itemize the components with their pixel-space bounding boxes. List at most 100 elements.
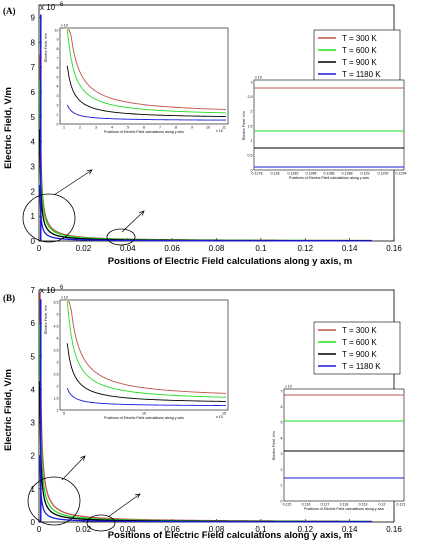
inset-left-x-tick: 1	[63, 126, 65, 130]
inset-right-y-tick: 2	[281, 468, 283, 472]
inset-left-series	[66, 301, 227, 398]
legend-entry: T = 300 K	[342, 34, 377, 43]
inset-right-y-tick: 1	[281, 484, 283, 488]
inset-left-y-tick: 2	[57, 384, 59, 388]
inset-left-y-tick: 4.5	[54, 324, 59, 328]
inset-left-x-scale: x 10	[216, 129, 223, 133]
inset-right-y-tick: 6	[281, 405, 283, 409]
inset-left-series	[66, 104, 226, 121]
x-tick-label: 0	[37, 244, 42, 253]
zoom-oval	[106, 228, 136, 246]
inset-left-y-tick: 5.5	[54, 300, 59, 304]
inset-right-x-tick: 0.1288	[342, 172, 353, 176]
x-axis-label: Positions of Electric Field calculations…	[108, 530, 352, 541]
inset-left-y-tick: 0	[57, 122, 59, 126]
inset-right-y-tick: 2.5	[248, 95, 253, 99]
y-tick-label: 6	[31, 88, 36, 97]
inset-left-y-tick: 3	[57, 360, 59, 364]
y-tick-label: 5	[31, 352, 36, 361]
inset-right-y-scale: x 10	[285, 385, 292, 389]
inset-left-series	[67, 29, 227, 110]
inset-left-x-tick: 5	[63, 412, 65, 416]
inset-left-x-tick: 6	[143, 126, 145, 130]
zoom-arrow	[107, 493, 141, 518]
y-tick-label: 4	[31, 385, 36, 394]
inset-right-y-tick: 0	[281, 499, 283, 503]
inset-left-x-tick: 9	[191, 126, 193, 130]
legend-entry: T = 1180 K	[342, 362, 381, 371]
inset-left-x-tick: 11	[222, 126, 226, 130]
y-tick-label: 2	[31, 187, 36, 196]
inset-right-y-tick: 2	[251, 110, 253, 114]
inset-right-x-tick: 0.119	[359, 503, 368, 507]
inset-right-y-label: Electric Field, V/m	[242, 111, 246, 140]
inset-right-x-label: Positions of Electric Field calculations…	[289, 176, 369, 180]
inset-left-y-label: Electric Field, V/m	[44, 33, 48, 62]
legend-entry: T = 600 K	[342, 338, 377, 347]
x-tick-label: 0.16	[386, 525, 402, 534]
inset-left-y-scale: x 10	[61, 24, 68, 28]
y-scale-exponent: 6	[60, 285, 64, 291]
zoom-arrow-head	[139, 210, 145, 216]
x-tick-label: 0.16	[386, 244, 402, 253]
inset-left-y-tick: 4	[57, 336, 59, 340]
inset-left-y-label: Electric Field, V/m	[44, 305, 48, 334]
inset-right	[283, 388, 405, 502]
inset-left-y-tick: 8	[57, 47, 59, 51]
x-tick-label: 0.1	[255, 525, 267, 534]
chart-panel-0: (A)0 0.02 0.04 0.06 0.08 0.1 0.12 0.14 0.1601234…	[3, 2, 407, 267]
x-tick-label: 0.06	[164, 244, 180, 253]
inset-right-x-tick: 0.1292	[378, 172, 389, 176]
y-tick-label: 9	[31, 13, 36, 22]
inset-left-y-tick: 3	[57, 94, 59, 98]
y-tick-label: 7	[31, 286, 36, 295]
inset-left-x-tick: 7	[159, 126, 161, 130]
inset-left-x-tick: 15	[222, 412, 226, 416]
x-axis-label: Positions of Electric Field calculations…	[108, 256, 352, 267]
inset-right-y-tick: 5	[281, 421, 283, 425]
inset-left-y-tick: 1.5	[54, 396, 59, 400]
legend-entry: T = 600 K	[342, 46, 377, 55]
x-tick-label: 0.1	[255, 244, 267, 253]
y-axis-label: Electric Field, V/m	[3, 87, 14, 169]
x-tick-label: 0.02	[76, 244, 92, 253]
inset-left-x-tick: 5	[127, 126, 129, 130]
inset-right-x-tick: 0.116	[302, 503, 311, 507]
zoom-arrow	[61, 455, 86, 481]
zoom-oval	[22, 193, 76, 243]
zoom-arrow-head	[80, 455, 86, 461]
inset-left-y-tick: 10	[55, 28, 59, 32]
inset-right-x-tick: 0.121	[397, 503, 406, 507]
y-tick-label: 0	[31, 518, 36, 527]
y-tick-label: 4	[31, 138, 36, 147]
inset-left-y-tick: 3.5	[54, 348, 59, 352]
inset-left-y-tick: 9	[57, 38, 59, 42]
y-tick-label: 6	[31, 319, 36, 328]
inset-left-series	[66, 65, 227, 117]
zoom-arrow	[121, 210, 145, 233]
x-tick-label: 0.04	[120, 525, 136, 534]
inset-right-y-tick: 4	[281, 436, 283, 440]
zoom-arrow	[53, 169, 93, 196]
zoom-arrow-head	[135, 493, 141, 499]
y-scale-exponent: 6	[60, 2, 64, 8]
inset-left-x-tick: 10	[206, 126, 210, 130]
x-tick-label: 0.14	[342, 244, 358, 253]
inset-left-x-tick: 3	[95, 126, 97, 130]
y-scale-label: x 10	[40, 3, 56, 12]
y-tick-label: 3	[31, 419, 36, 428]
inset-right-y-tick: 0	[251, 168, 253, 172]
inset-right-y-label: Electric Field, V/m	[272, 431, 276, 460]
inset-left	[59, 27, 229, 125]
inset-left-y-tick: 7	[57, 57, 59, 61]
inset-left-x-label: Positions of Electric Field calculations…	[104, 416, 184, 420]
inset-right-x-tick: 0.1284	[306, 172, 317, 176]
y-tick-label: 3	[31, 162, 36, 171]
zoom-oval	[86, 514, 116, 532]
inset-left-y-tick: 4	[57, 85, 59, 89]
x-tick-label: 0.08	[209, 244, 225, 253]
inset-left-series	[66, 343, 227, 402]
y-axis-label: Electric Field, V/m	[3, 369, 14, 451]
inset-left-x-label: Positions of Electric Field calculations…	[104, 130, 184, 134]
